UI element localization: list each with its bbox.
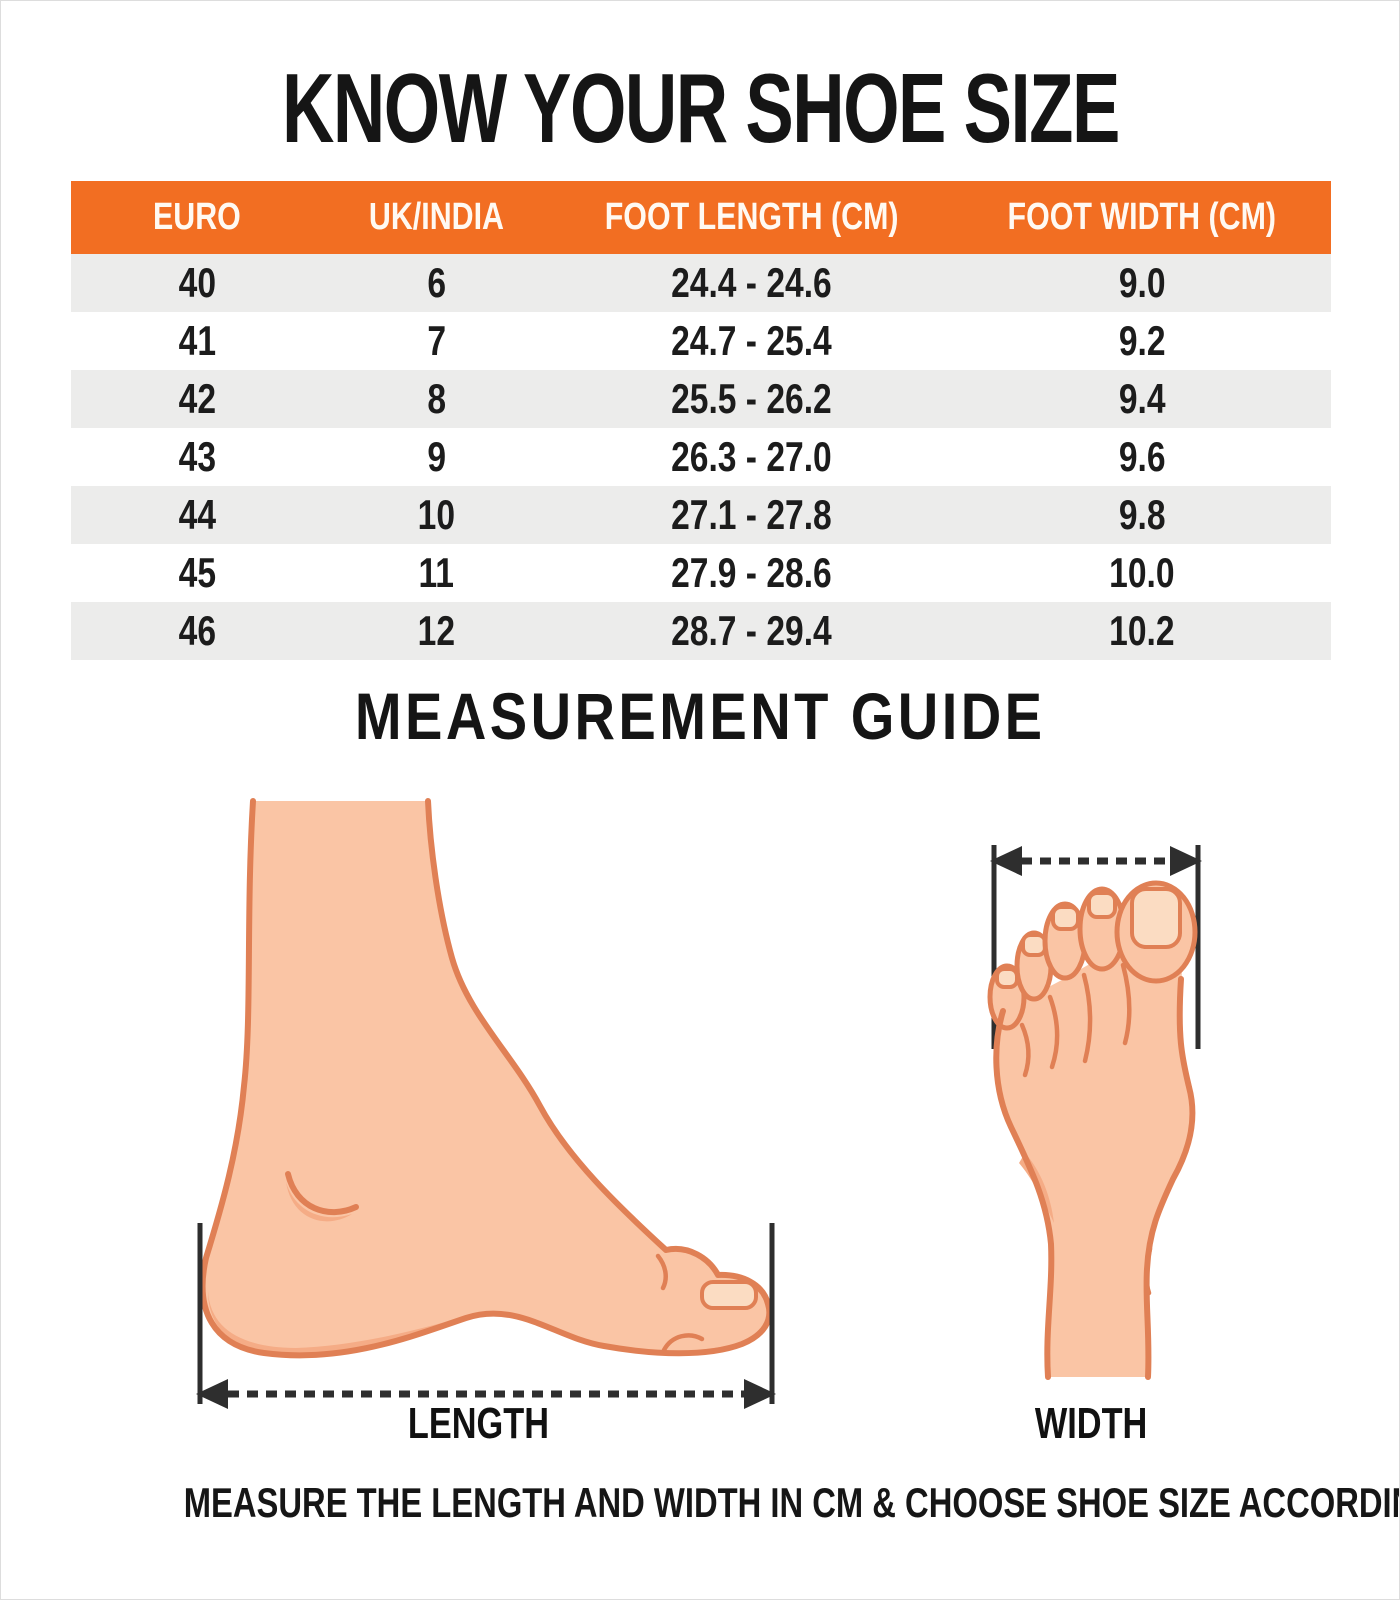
- toe-crease-3: [1081, 972, 1093, 1064]
- length-label: LENGTH: [166, 1399, 791, 1449]
- footer-note: MEASURE THE LENGTH AND WIDTH IN CM & CHO…: [1, 1479, 1399, 1527]
- toe-crease: [655, 1253, 668, 1291]
- top-foot-body: [996, 921, 1193, 1377]
- ankle-crescent: [285, 1171, 359, 1216]
- ankle-sliver: [1144, 1246, 1153, 1296]
- table-cell: 40: [178, 259, 216, 306]
- table-cell: 11: [418, 549, 455, 596]
- table-cell: 10.0: [1109, 549, 1175, 596]
- middle-toenail: [1051, 905, 1080, 931]
- table-row: 40 6 24.4 - 24.6 9.0: [71, 254, 1331, 312]
- size-table: EURO UK/INDIA FOOT LENGTH (CM) FOOT WIDTH (…: [71, 181, 1331, 660]
- fourth-toenail: [1021, 933, 1047, 957]
- page-title-text: KNOW YOUR SHOE SIZE: [281, 53, 1120, 163]
- table-cell: 8: [427, 375, 446, 422]
- table-row: 42 8 25.5 - 26.2 9.4: [71, 370, 1331, 428]
- page-title: KNOW YOUR SHOE SIZE: [1, 59, 1399, 157]
- table-header-row: EURO UK/INDIA FOOT LENGTH (CM) FOOT WIDTH (…: [71, 181, 1331, 254]
- table-cell: 28.7 - 29.4: [671, 607, 832, 654]
- table-cell: 9.4: [1118, 375, 1166, 422]
- ankle-crescent-shadow: [286, 1182, 352, 1222]
- table-cell: 9: [427, 433, 446, 480]
- side-foot: [199, 798, 773, 1359]
- table-cell: 24.4 - 24.6: [671, 259, 832, 306]
- table-row: 41 7 24.7 - 25.4 9.2: [71, 312, 1331, 370]
- column-header: EURO: [71, 181, 323, 254]
- side-foot-outline: [199, 798, 773, 1359]
- table-cell: 10: [417, 491, 456, 538]
- table-cell: 27.9 - 28.6: [671, 549, 832, 596]
- toe-crease-1: [1019, 1022, 1031, 1078]
- length-arrowhead-right: [744, 1379, 776, 1409]
- table-cell: 42: [178, 375, 216, 422]
- column-header: FOOT LENGTH (CM): [549, 181, 953, 254]
- table-cell: 43: [178, 433, 216, 480]
- table-cell: 24.7 - 25.4: [671, 317, 832, 364]
- column-header: UK/INDIA: [323, 181, 550, 254]
- table-head: EURO UK/INDIA FOOT LENGTH (CM) FOOT WIDTH (…: [71, 181, 1331, 254]
- table-cell: 26.3 - 27.0: [671, 433, 832, 480]
- table-cell: 9.2: [1118, 317, 1166, 364]
- table-cell: 44: [178, 491, 216, 538]
- table-body: 40 6 24.4 - 24.6 9.0 41 7 24.7 - 25.4 9.2 42 8 25.…: [71, 254, 1331, 660]
- side-toenail: [700, 1280, 758, 1310]
- table-cell: 6: [427, 259, 446, 306]
- footer-note-text: MEASURE THE LENGTH AND WIDTH IN CM & CHO…: [183, 1479, 1400, 1526]
- width-arrow: [990, 845, 1202, 1049]
- section-title-text: MEASUREMENT GUIDE: [354, 679, 1046, 753]
- width-label: WIDTH: [951, 1399, 1231, 1449]
- table-cell: 41: [178, 317, 216, 364]
- table-cell: 9.8: [1118, 491, 1166, 538]
- big-toenail: [1130, 887, 1182, 949]
- column-header: FOOT WIDTH (CM): [952, 181, 1331, 254]
- top-foot-outline-left: [993, 1008, 1055, 1380]
- width-label-text: WIDTH: [1034, 1399, 1148, 1448]
- width-arrowhead-right: [1170, 846, 1202, 876]
- length-arrow: [196, 1223, 776, 1409]
- top-foot: [987, 880, 1198, 1380]
- table-cell: 25.5 - 26.2: [671, 375, 832, 422]
- side-foot-body: [202, 801, 770, 1356]
- table-row: 45 11 27.9 - 28.6 10.0: [71, 544, 1331, 602]
- pinky-toenail: [995, 967, 1019, 989]
- toe-crease-4: [1120, 962, 1132, 1046]
- length-arrowhead-left: [196, 1379, 228, 1409]
- second-toe-hint: [661, 1333, 705, 1353]
- table-row: 44 10 27.1 - 27.8 9.8: [71, 486, 1331, 544]
- section-title: MEASUREMENT GUIDE: [1, 683, 1399, 749]
- table-cell: 12: [417, 607, 456, 654]
- table-cell: 10.2: [1109, 607, 1175, 654]
- top-foot-outline-right: [1143, 976, 1196, 1380]
- length-label-text: LENGTH: [407, 1399, 550, 1448]
- table-cell: 9.6: [1118, 433, 1166, 480]
- table-cell: 27.1 - 27.8: [671, 491, 832, 538]
- table-row: 43 9 26.3 - 27.0 9.6: [71, 428, 1331, 486]
- width-arrowhead-left: [990, 846, 1022, 876]
- table-cell: 46: [178, 607, 216, 654]
- table-cell: 9.0: [1118, 259, 1166, 306]
- top-foot-illustration: [987, 845, 1202, 1380]
- toe-crease-2: [1047, 994, 1060, 1070]
- side-foot-illustration: [196, 798, 776, 1409]
- table-cell: 45: [178, 549, 216, 596]
- table-cell: 7: [427, 317, 446, 364]
- table-row: 46 12 28.7 - 29.4 10.2: [71, 602, 1331, 660]
- second-toenail: [1087, 891, 1117, 919]
